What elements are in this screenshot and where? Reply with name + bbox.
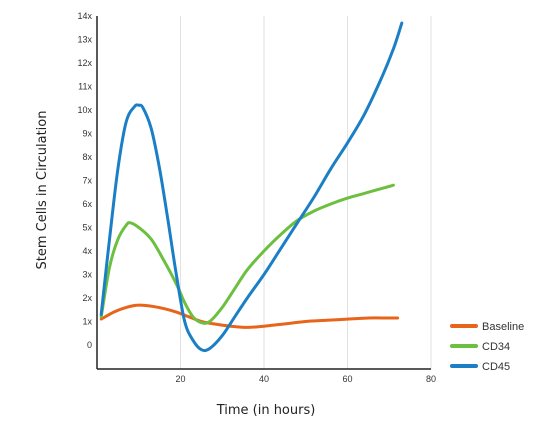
- y-tick-label: 14x: [77, 11, 92, 21]
- y-tick-label: 1x: [82, 317, 92, 327]
- y-tick-labels: 0 1x 2x 3x 4x 5x 6x 7x 8x 9x 10x 11x 12x 13x 14x: [77, 11, 92, 350]
- y-tick-label: 6x: [82, 199, 92, 209]
- series-lines: [99, 21, 404, 353]
- x-tick-label: 20: [175, 374, 185, 384]
- legend-label-cd34: CD34: [482, 341, 510, 353]
- series-line-baseline: [99, 303, 400, 329]
- y-axis-label: Stem Cells in Circulation: [35, 111, 50, 270]
- x-tick-labels: 20 40 60 80: [175, 374, 436, 384]
- y-tick-label: 5x: [82, 223, 92, 233]
- x-tick-label: 80: [426, 374, 436, 384]
- x-tick-label: 60: [342, 374, 352, 384]
- y-tick-label: 3x: [82, 270, 92, 280]
- y-tick-label: 10x: [77, 105, 92, 115]
- y-tick-label: 2x: [82, 293, 92, 303]
- y-tick-label: 8x: [82, 152, 92, 162]
- y-tick-label: 13x: [77, 35, 92, 45]
- x-tick-label: 40: [259, 374, 269, 384]
- x-axis-label: Time (in hours): [216, 403, 316, 418]
- axes: [96, 16, 431, 370]
- legend-label-baseline: Baseline: [482, 321, 524, 333]
- grid-lines: [180, 16, 432, 369]
- y-tick-label: 11x: [78, 82, 92, 92]
- y-tick-label: 7x: [82, 176, 92, 186]
- y-tick-label: 12x: [77, 58, 92, 68]
- y-tick-label: 4x: [82, 246, 92, 256]
- y-tick-label: 0: [87, 340, 92, 350]
- y-tick-label: 9x: [82, 129, 92, 139]
- series-line-cd45: [99, 21, 404, 353]
- legend: Baseline CD34 CD45: [450, 321, 524, 373]
- legend-label-cd45: CD45: [482, 361, 510, 373]
- series-line-cd34: [99, 183, 395, 325]
